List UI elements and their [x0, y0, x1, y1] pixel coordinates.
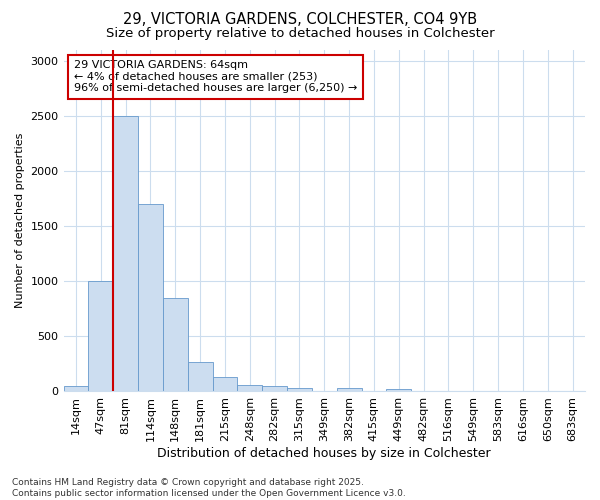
Bar: [188, 362, 212, 392]
Bar: [337, 388, 362, 392]
Bar: [138, 204, 163, 392]
Bar: [262, 386, 287, 392]
Bar: [287, 388, 312, 392]
Bar: [88, 282, 113, 392]
Text: Size of property relative to detached houses in Colchester: Size of property relative to detached ho…: [106, 28, 494, 40]
Bar: [113, 116, 138, 392]
Text: Contains HM Land Registry data © Crown copyright and database right 2025.
Contai: Contains HM Land Registry data © Crown c…: [12, 478, 406, 498]
Y-axis label: Number of detached properties: Number of detached properties: [15, 133, 25, 308]
Bar: [386, 390, 411, 392]
Text: 29, VICTORIA GARDENS, COLCHESTER, CO4 9YB: 29, VICTORIA GARDENS, COLCHESTER, CO4 9Y…: [123, 12, 477, 28]
Text: 29 VICTORIA GARDENS: 64sqm
← 4% of detached houses are smaller (253)
96% of semi: 29 VICTORIA GARDENS: 64sqm ← 4% of detac…: [74, 60, 358, 94]
Bar: [64, 386, 88, 392]
X-axis label: Distribution of detached houses by size in Colchester: Distribution of detached houses by size …: [157, 447, 491, 460]
Bar: [163, 298, 188, 392]
Bar: [212, 377, 238, 392]
Bar: [238, 385, 262, 392]
